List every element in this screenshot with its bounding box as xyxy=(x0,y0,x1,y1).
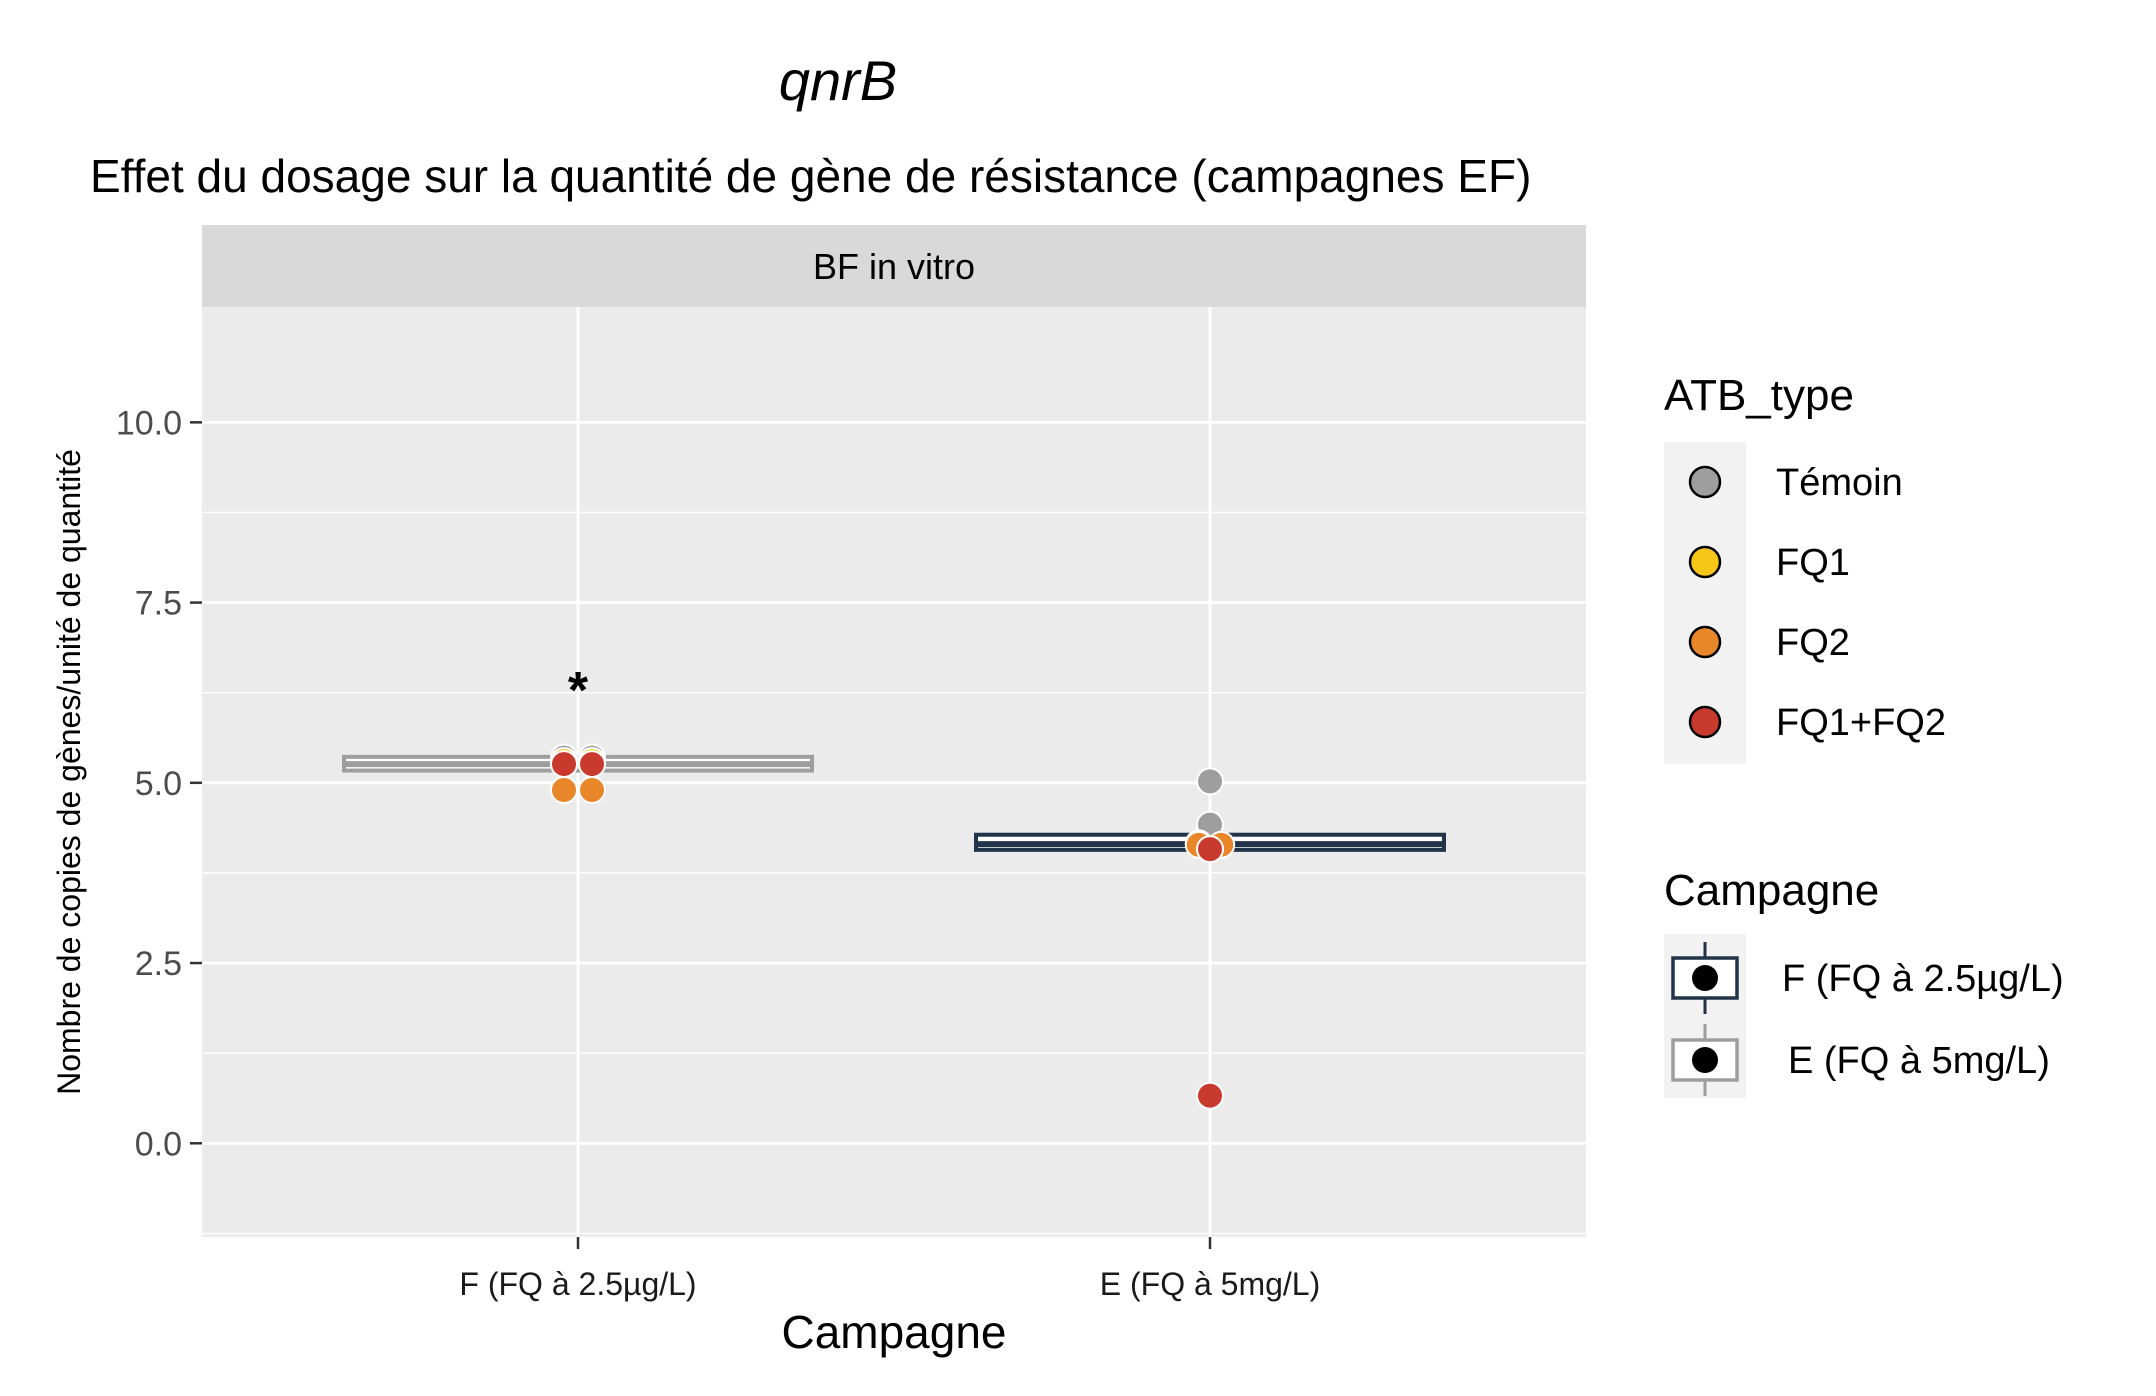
legend-title-campagne: Campagne xyxy=(1664,866,1879,915)
data-point xyxy=(578,750,606,779)
y-tick-label: 10.0 xyxy=(116,404,182,442)
points xyxy=(550,743,1236,1110)
legend-key-atb xyxy=(1688,465,1722,499)
legend-label-atb: Témoin xyxy=(1776,462,1903,504)
data-point xyxy=(1196,767,1224,796)
legend-label-atb: FQ2 xyxy=(1776,622,1850,664)
legend-label-campagne: E (FQ à 5mg/L) xyxy=(1788,1040,2050,1082)
axes: 0.0 2.5 5.0 7.5 10.0 F (FQ à 2.5µg/L) E (FQ à … xyxy=(116,404,1320,1302)
y-tick-label: 7.5 xyxy=(135,585,182,623)
significance-annotation: * xyxy=(568,662,589,720)
legend-label-campagne: F (FQ à 2.5µg/L) xyxy=(1782,958,2064,1000)
y-tick-label: 5.0 xyxy=(135,765,182,803)
legend-label-atb: FQ1 xyxy=(1776,542,1850,584)
y-axis-title: Nombre de copies de gènes/unité de quant… xyxy=(51,449,87,1095)
facet-strip xyxy=(202,225,1586,307)
y-tick-label: 2.5 xyxy=(135,945,182,983)
data-point xyxy=(1196,1081,1224,1110)
legend-title-atb-type: ATB_type xyxy=(1664,371,1854,420)
legend-label-atb: FQ1+FQ2 xyxy=(1776,702,1946,744)
annotations: * xyxy=(568,662,589,720)
x-tick-label: F (FQ à 2.5µg/L) xyxy=(459,1266,696,1302)
legends: ATB_type Témoin FQ1 FQ2 FQ1+FQ2 Campagne F (FQ… xyxy=(1664,371,2064,1098)
legend-key-point xyxy=(1692,965,1718,991)
data-point xyxy=(550,776,578,805)
x-axis-title: Campagne xyxy=(781,1306,1006,1358)
facet-label: BF in vitro xyxy=(813,246,975,287)
legend-key-atb xyxy=(1688,705,1722,739)
legend-key-atb xyxy=(1688,545,1722,579)
data-point xyxy=(550,750,578,779)
data-point xyxy=(1196,835,1224,864)
legend-key-atb xyxy=(1688,625,1722,659)
chart-title: qnrB xyxy=(779,49,897,112)
data-point xyxy=(578,776,606,805)
x-tick-label: E (FQ à 5mg/L) xyxy=(1100,1266,1321,1302)
y-tick-label: 0.0 xyxy=(135,1125,182,1163)
chart-subtitle: Effet du dosage sur la quantité de gène … xyxy=(90,150,1531,202)
legend-key-point xyxy=(1692,1047,1718,1073)
